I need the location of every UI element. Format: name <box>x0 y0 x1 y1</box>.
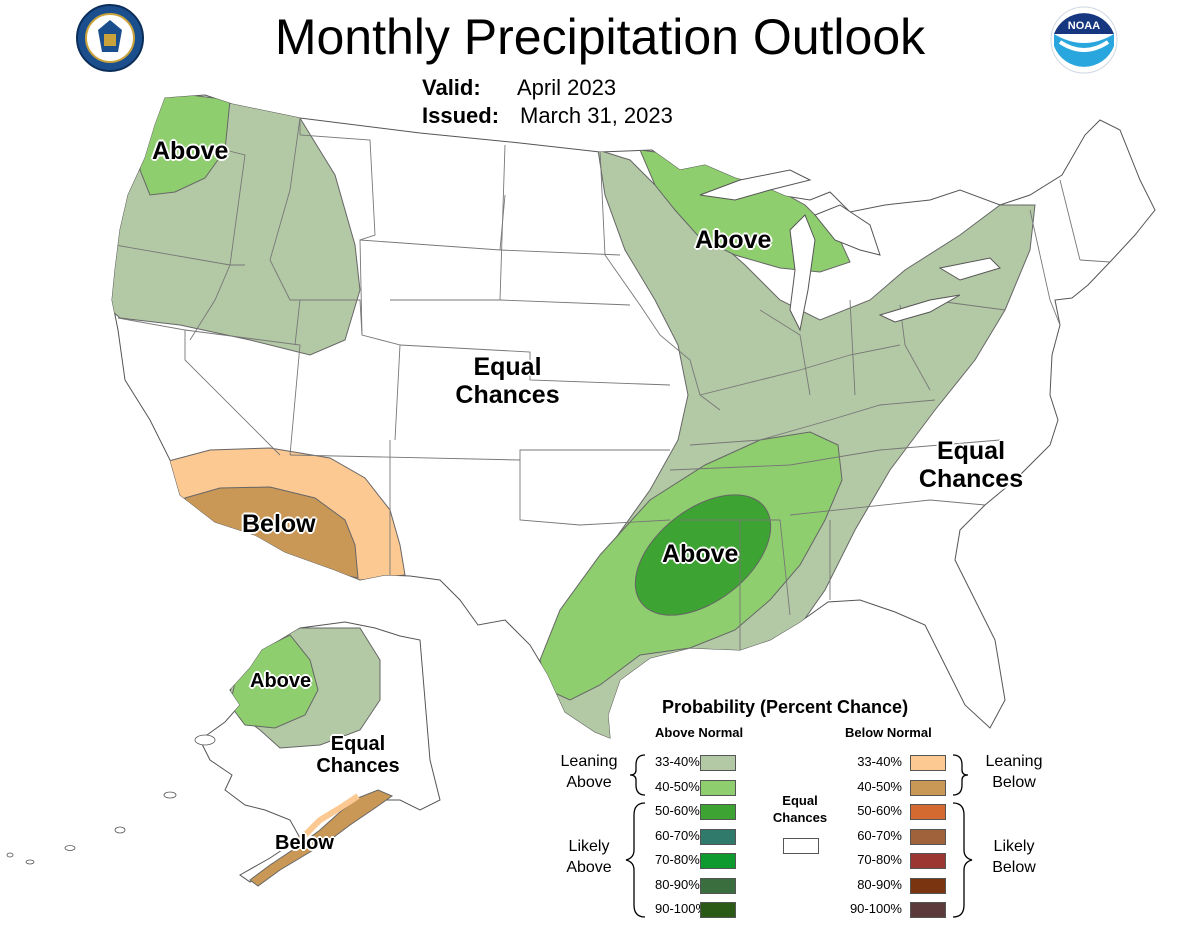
noaa-logo-icon: NOAA <box>1050 6 1118 74</box>
south-above-label: Above <box>662 540 739 568</box>
valid-value: April 2023 <box>517 75 617 100</box>
ak-below-label: Below <box>275 832 334 854</box>
above-swatch-1 <box>700 779 736 796</box>
noaa-logo-text: NOAA <box>1068 20 1100 32</box>
equal-legend-line2: Chances <box>772 809 828 825</box>
legend-title: Probability (Percent Chance) <box>662 697 909 717</box>
below-range-label-5: 80-90% <box>857 876 902 892</box>
ak-above-label: Above <box>250 670 312 692</box>
below-range-label-2: 50-60% <box>857 803 902 818</box>
above-range-label-0: 33-40% <box>655 754 700 769</box>
above-swatch-0 <box>700 755 736 771</box>
above-range-label-3: 60-70% <box>655 827 700 843</box>
likely-above-line1: Likely <box>568 838 610 855</box>
page-title: Monthly Precipitation Outlook <box>274 9 926 65</box>
likely-below-group-label: Likely Below <box>978 837 1050 879</box>
below-swatch-0 <box>910 755 946 771</box>
valid-label: Valid: <box>422 75 481 100</box>
nw-above-region <box>139 95 231 196</box>
central-equal-line2: Chances <box>455 381 560 409</box>
below-swatch-4 <box>910 853 946 869</box>
ak-equal-chances-label: Equal Chances <box>310 733 406 778</box>
leaning-below-group-label: Leaning Below <box>978 752 1050 794</box>
likely-below-line1: Likely <box>993 838 1035 855</box>
below-swatch-1 <box>910 779 946 796</box>
east-equal-chances-label: Equal Chances <box>912 437 1030 493</box>
great-lakes-above-label: Above <box>695 226 772 254</box>
below-range-label-1: 40-50% <box>857 778 902 794</box>
ak-equal-line1: Equal <box>330 733 386 755</box>
above-range-label-2: 50-60% <box>655 803 700 818</box>
legend-below-header: Below Normal <box>845 725 932 740</box>
equal-chances-swatch <box>783 838 819 854</box>
below-swatch-3 <box>910 828 946 845</box>
equal-chances-legend-label: Equal Chances <box>770 793 830 827</box>
leaning-above-line2: Above <box>566 773 612 791</box>
above-swatch-5 <box>700 877 736 894</box>
below-swatch-5 <box>910 877 946 894</box>
likely-below-line2: Below <box>992 858 1036 876</box>
ak-below-region <box>249 789 394 887</box>
department-of-commerce-seal-icon <box>76 4 144 72</box>
below-swatch-2 <box>910 804 946 820</box>
above-swatch-6 <box>700 902 736 918</box>
likely-above-line2: Above <box>566 858 612 876</box>
legend-above-header: Above Normal <box>655 725 744 740</box>
below-range-label-0: 33-40% <box>857 754 902 769</box>
below-range-label-3: 60-70% <box>857 827 902 843</box>
issued-value: March 31, 2023 <box>520 103 673 128</box>
above-swatch-2 <box>700 804 736 820</box>
leaning-above-group-label: Leaning Above <box>553 752 625 794</box>
south-likely-above-region <box>634 494 772 616</box>
state-borders <box>114 117 1111 650</box>
above-range-label-6: 90-100% <box>655 901 708 916</box>
above-range-label-1: 40-50% <box>655 778 700 794</box>
ak-equal-line2: Chances <box>316 755 400 778</box>
central-equal-line1: Equal <box>473 353 542 381</box>
nw-above-label: Above <box>152 137 229 165</box>
above-swatch-3 <box>700 828 736 845</box>
leaning-below-line2: Below <box>992 773 1036 791</box>
great-lakes <box>699 169 1001 332</box>
above-swatch-4 <box>700 853 736 869</box>
below-swatch-6 <box>910 902 946 918</box>
central-equal-chances-label: Equal Chances <box>450 353 565 409</box>
below-range-label-4: 70-80% <box>857 852 902 867</box>
east-equal-line2: Chances <box>918 465 1024 493</box>
below-range-label-6: 90-100% <box>849 901 902 916</box>
issued-line: Issued: March 31, 2023 <box>422 103 673 129</box>
alaska <box>6 621 441 887</box>
sw-below-label: Below <box>242 510 316 538</box>
leaning-below-line1: Leaning <box>985 753 1043 770</box>
above-range-label-4: 70-80% <box>655 852 700 867</box>
valid-line: Valid: April 2023 <box>422 75 616 101</box>
leaning-above-line1: Leaning <box>560 753 618 770</box>
equal-legend-line1: Equal <box>782 793 818 808</box>
east-equal-line1: Equal <box>936 437 1006 465</box>
above-range-label-5: 80-90% <box>655 876 700 892</box>
issued-label: Issued: <box>422 103 500 128</box>
likely-above-group-label: Likely Above <box>553 837 625 879</box>
